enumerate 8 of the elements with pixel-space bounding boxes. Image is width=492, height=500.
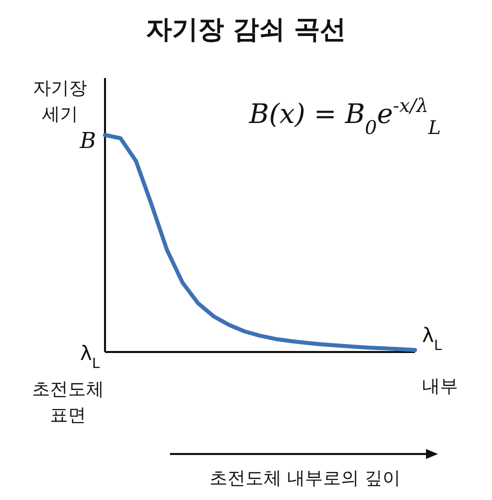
text: 초전도체 내부로의 깊이	[209, 468, 401, 489]
text: 내부	[422, 376, 458, 397]
text: λ$_{L}$	[80, 341, 100, 372]
text: λ$_{L}$	[422, 323, 442, 354]
chart-title: 자기장 감쇠 곡선	[146, 15, 346, 45]
text: B	[78, 129, 96, 154]
text: 초전도체 표면	[32, 379, 104, 426]
y-axis-title: 자기장 세기	[33, 78, 87, 125]
